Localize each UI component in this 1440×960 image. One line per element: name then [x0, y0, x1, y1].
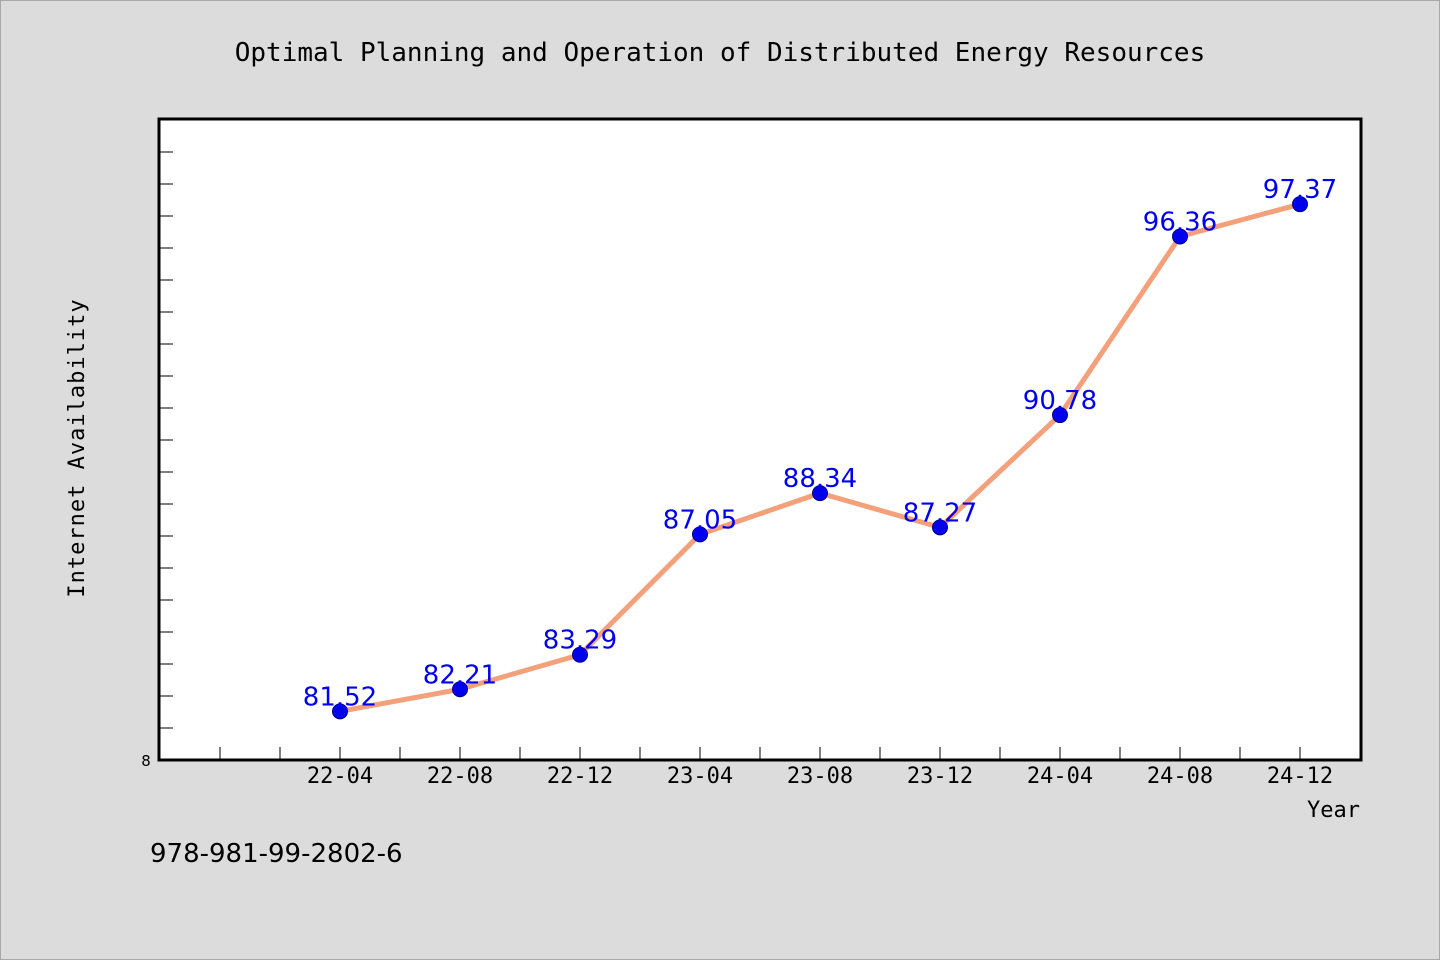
data-label: 87.27: [903, 498, 977, 528]
data-label: 90.78: [1023, 386, 1097, 416]
x-tick-label: 23-04: [667, 764, 733, 789]
data-point: [332, 703, 348, 720]
data-point: [452, 681, 468, 698]
x-tick-label: 22-12: [547, 764, 613, 789]
data-label: 87.05: [663, 505, 737, 535]
isbn-text: 978-981-99-2802-6: [150, 839, 403, 869]
data-point: [1052, 407, 1068, 424]
data-label: 97.37: [1263, 175, 1337, 205]
x-tick-label: 23-12: [907, 764, 973, 789]
data-point: [1292, 196, 1308, 213]
y-tick-label: 8: [141, 752, 151, 770]
plot-area: [157, 117, 1363, 762]
data-label: 83.29: [543, 626, 617, 656]
chart-title: Optimal Planning and Operation of Distri…: [235, 38, 1206, 68]
data-point: [572, 646, 588, 663]
data-point: [1172, 228, 1188, 245]
data-label: 82.21: [423, 660, 497, 690]
data-point: [812, 485, 828, 502]
data-point: [692, 526, 708, 543]
data-labels: 81.52 82.21 83.29 87.05 88.34 87.27 90.78 96.36…: [303, 175, 1337, 712]
x-tick-label: 23-08: [787, 764, 853, 789]
x-axis-ticks: [219, 747, 1301, 760]
y-axis-label: Internet Availability: [65, 298, 90, 597]
x-tick-labels: 22-04 22-08 22-12 23-04 23-08 23-12 24-04 24-08…: [307, 764, 1333, 789]
data-label: 88.34: [783, 464, 857, 494]
x-tick-label: 22-04: [307, 764, 373, 789]
data-label: 81.52: [303, 682, 377, 712]
x-axis-label: Year: [1307, 798, 1360, 823]
x-tick-label: 24-12: [1267, 764, 1333, 789]
series-markers: [332, 196, 1308, 720]
x-tick-label: 24-04: [1027, 764, 1093, 789]
x-tick-label: 24-08: [1147, 764, 1213, 789]
data-point: [932, 519, 948, 536]
x-tick-label: 22-08: [427, 764, 493, 789]
y-axis-ticks: [160, 151, 173, 729]
data-label: 96.36: [1143, 207, 1217, 237]
